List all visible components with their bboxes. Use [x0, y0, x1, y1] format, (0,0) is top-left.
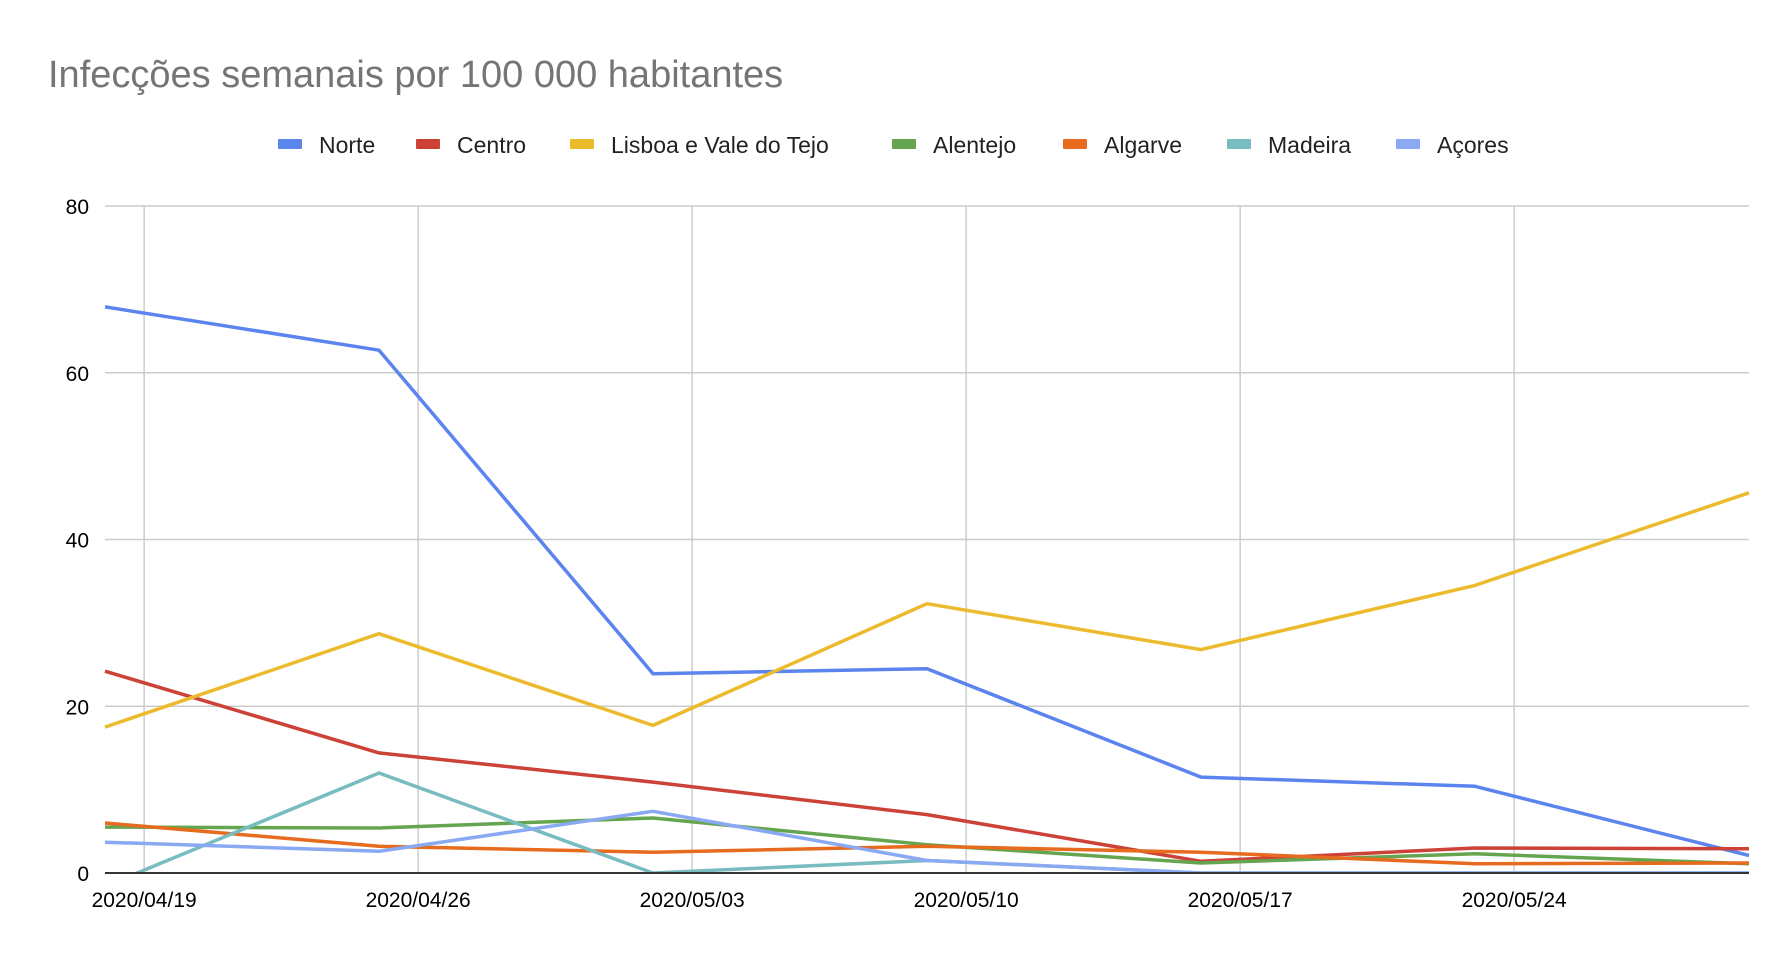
- legend-label: Centro: [457, 132, 526, 158]
- series-line-a-ores: [104, 809, 1749, 873]
- legend-swatch: [278, 139, 302, 149]
- legend-swatch: [1396, 139, 1420, 149]
- legend-label: Açores: [1437, 132, 1509, 158]
- legend-item: Alentejo: [892, 132, 1016, 158]
- legend-swatch: [1063, 139, 1087, 149]
- legend-swatch: [1227, 139, 1251, 149]
- y-tick-label: 60: [66, 363, 89, 386]
- x-tick-label: 2020/04/19: [92, 889, 197, 912]
- x-tick-label: 2020/05/24: [1462, 889, 1567, 912]
- y-tick-label: 0: [77, 863, 89, 886]
- legend-item: Centro: [416, 132, 526, 158]
- x-tick-label: 2020/05/10: [914, 889, 1019, 912]
- series-lines: [104, 305, 1750, 873]
- series-line-lisboa-e-vale-do-tejo: [104, 491, 1750, 729]
- series-line-algarve: [104, 821, 1750, 866]
- y-tick-label: 80: [66, 196, 89, 219]
- legend-label: Lisboa e Vale do Tejo: [611, 132, 829, 158]
- legend-label: Madeira: [1268, 132, 1351, 158]
- legend-label: Alentejo: [933, 132, 1016, 158]
- x-tick-label: 2020/04/26: [366, 889, 471, 912]
- chart-title: Infecções semanais por 100 000 habitante…: [48, 54, 783, 96]
- legend-item: Lisboa e Vale do Tejo: [570, 132, 829, 158]
- legend-swatch: [892, 139, 916, 149]
- legend-swatch: [570, 139, 594, 149]
- y-tick-label: 20: [66, 696, 89, 719]
- gridlines: [105, 205, 1749, 873]
- y-tick-label: 40: [66, 530, 89, 553]
- x-tick-label: 2020/05/03: [640, 889, 745, 912]
- series-line-centro: [104, 669, 1750, 864]
- legend-item: Madeira: [1227, 132, 1351, 158]
- legend-label: Algarve: [1104, 132, 1182, 158]
- legend-label: Norte: [319, 132, 375, 158]
- legend-swatch: [416, 139, 440, 149]
- legend-item: Açores: [1396, 132, 1509, 158]
- series-line-alentejo: [104, 816, 1750, 866]
- series-line-norte: [104, 305, 1750, 858]
- legend-item: Algarve: [1063, 132, 1182, 158]
- legend: Norte Centro Lisboa e Vale do Tejo Alentejo…: [278, 132, 1509, 158]
- axes: 0 20 40 60 80 2020/04/19 2020/04/26 2020/05/03 2…: [66, 196, 1749, 912]
- x-tick-label: 2020/05/17: [1188, 889, 1293, 912]
- legend-item: Norte: [278, 132, 375, 158]
